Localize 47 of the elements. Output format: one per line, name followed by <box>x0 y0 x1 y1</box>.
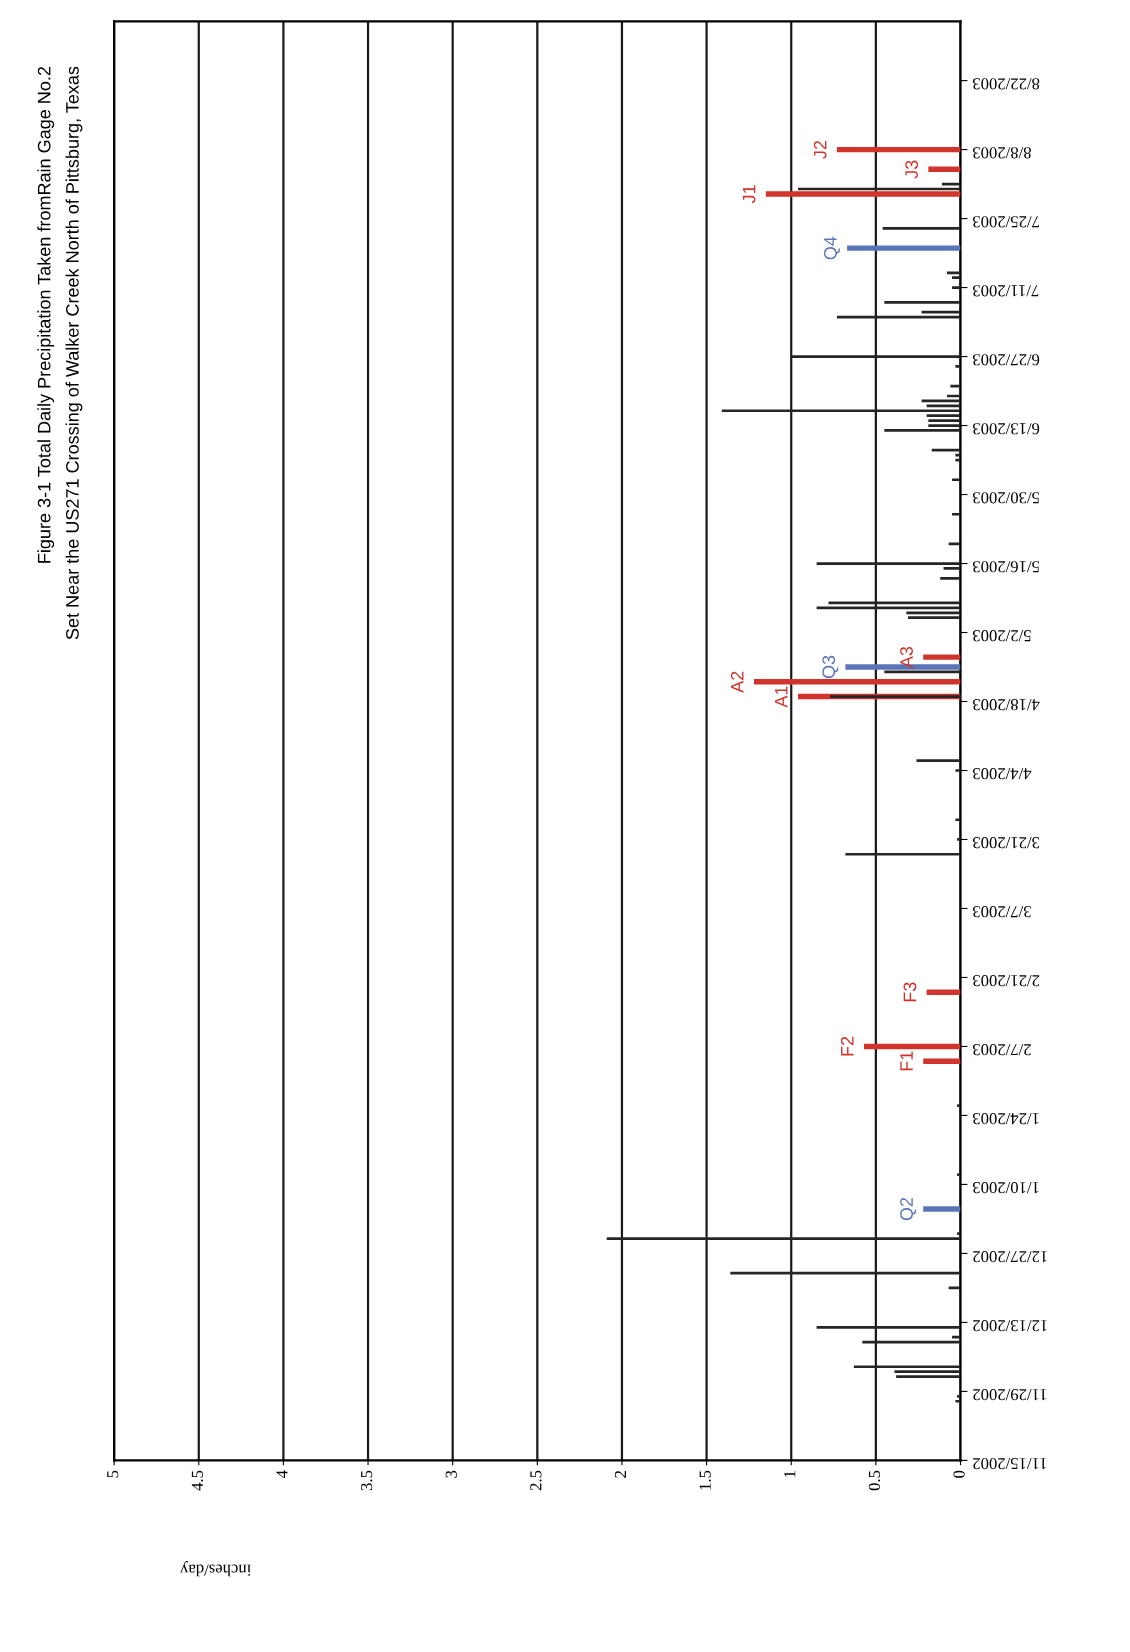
x-tick-label: 2 <box>614 1471 626 1478</box>
y-tick-label: 11/15/2002 <box>973 1457 1047 1470</box>
x-tick-label: 3 <box>445 1470 457 1478</box>
x-tick-label: 2.5 <box>530 1470 542 1491</box>
x-tick-label: 3.5 <box>361 1470 373 1491</box>
data-label: J1 <box>742 185 756 204</box>
y-tick-label: 6/13/2003 <box>972 423 1040 435</box>
x-tick-label: 1 <box>784 1471 796 1477</box>
y-tick-label: 4/18/2003 <box>972 699 1040 711</box>
data-label: Q2 <box>900 1197 917 1221</box>
data-label: A1 <box>775 686 788 708</box>
x-tick-label: 0 <box>953 1470 965 1478</box>
data-label: F3 <box>903 982 917 1002</box>
x-tick-label: 0.5 <box>868 1470 881 1491</box>
text: Figure 3-1 Total Daily Precipitation Taken fromRain Gage No.2 <box>37 66 55 563</box>
data-label: J3 <box>905 160 918 179</box>
y-tick-label: 12/13/2002 <box>973 1319 1047 1332</box>
data-label: F2 <box>840 1036 854 1056</box>
x-tick-label: 4.5 <box>191 1470 204 1491</box>
y-tick-label: 1/24/2003 <box>972 1113 1039 1125</box>
y-tick-label: 5/2/2003 <box>972 630 1031 642</box>
data-label: F1 <box>900 1051 913 1071</box>
data-label: Q4 <box>823 236 840 260</box>
y-tick-label: 7/11/2003 <box>972 285 1039 297</box>
y-tick-label: 7/25/2003 <box>972 216 1039 228</box>
y-tick-label: 12/27/2002 <box>973 1251 1047 1263</box>
y-tick-label: 5/16/2003 <box>972 561 1039 573</box>
y-tick-label: 6/27/2003 <box>972 354 1040 366</box>
y-tick-label: 2/7/2003 <box>972 1044 1031 1056</box>
data-label: Q3 <box>822 655 839 679</box>
data-label: A3 <box>900 646 913 669</box>
y-tick-label: 11/29/2002 <box>973 1388 1047 1401</box>
x-tick-label: 5 <box>107 1470 119 1478</box>
data-label: A2 <box>730 671 744 693</box>
y-tick-label: 3/21/2003 <box>972 837 1040 849</box>
y-tick-label: 1/10/2003 <box>972 1182 1039 1194</box>
y-tick-label: 4/4/2003 <box>972 768 1032 780</box>
y-tick-label: 8/8/2003 <box>972 147 1031 159</box>
x-tick-label: 1.5 <box>699 1470 711 1490</box>
y-tick-label: 3/7/2003 <box>972 906 1031 918</box>
text: Set Near the US271 Crossing of Walker Creek North of Pittsburg, Texas <box>65 66 83 640</box>
x-axis-title: inches/day <box>180 1561 251 1577</box>
x-tick-label: 4 <box>276 1470 288 1479</box>
y-tick-label: 8/22/2003 <box>972 78 1040 90</box>
y-tick-label: 2/21/2003 <box>972 975 1040 987</box>
y-tick-label: 5/30/2003 <box>972 492 1039 504</box>
data-label: J2 <box>813 140 827 159</box>
